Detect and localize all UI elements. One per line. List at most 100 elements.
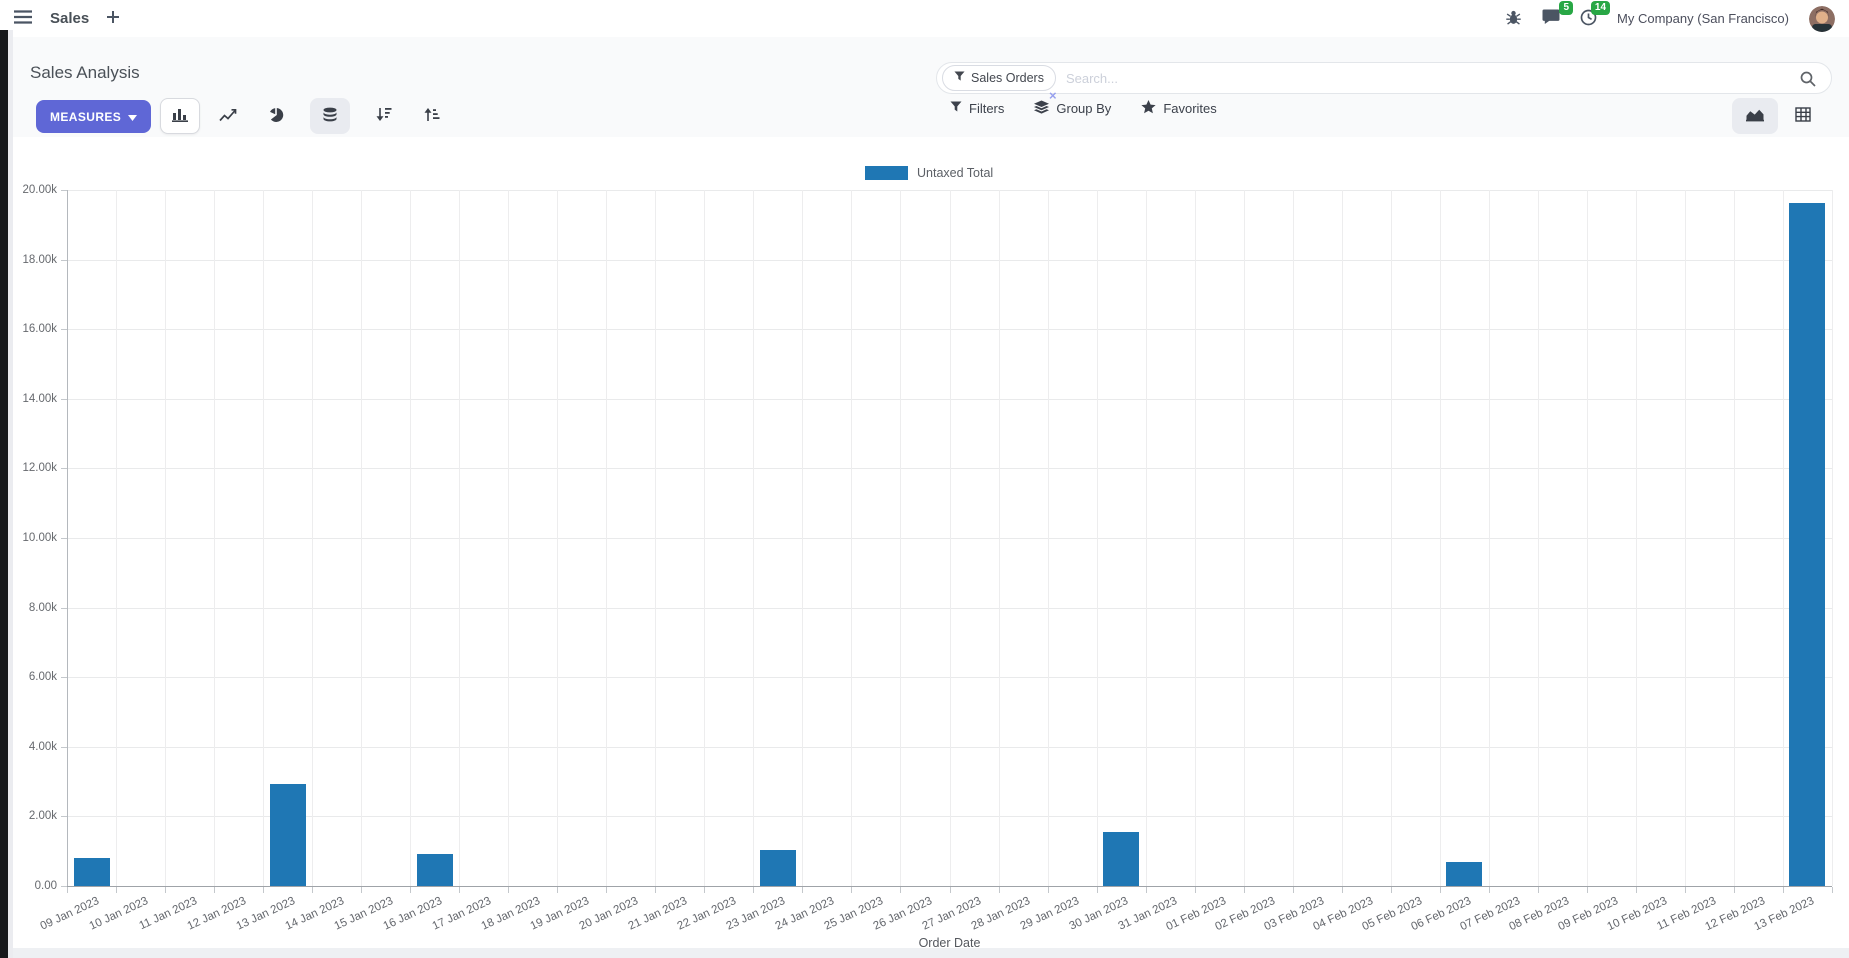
y-tick-label: 20.00k [22, 184, 57, 196]
caret-down-icon [128, 110, 138, 124]
x-tick-mark [1292, 887, 1294, 893]
v-gridline [459, 190, 461, 886]
line-chart-button[interactable] [208, 98, 248, 134]
x-tick-mark [1243, 887, 1245, 893]
bar-chart-button[interactable] [160, 98, 200, 134]
funnel-icon [954, 71, 965, 85]
line-chart-icon [219, 108, 237, 125]
messages-button[interactable]: 5 [1542, 1, 1574, 28]
y-tick-label: 12.00k [22, 462, 57, 475]
debug-menu-button[interactable] [1505, 9, 1522, 29]
pivot-table-icon [1795, 107, 1811, 125]
left-screen-edge [0, 30, 8, 958]
view-switcher [1732, 98, 1823, 134]
graph-view-button[interactable] [1732, 98, 1778, 134]
sort-ascending-button[interactable] [412, 98, 452, 134]
x-tick-mark [214, 887, 216, 893]
x-tick-mark [1537, 887, 1539, 893]
group-by-button[interactable]: Group By [1034, 100, 1111, 117]
legend[interactable]: Untaxed Total [865, 166, 993, 180]
y-tick-label: 2.00k [28, 810, 57, 823]
user-avatar[interactable] [1809, 5, 1835, 32]
v-gridline [753, 190, 755, 886]
y-tick-mark [61, 816, 67, 818]
v-gridline [1243, 190, 1245, 886]
y-tick-label: 10.00k [22, 532, 57, 544]
bar[interactable] [759, 849, 796, 886]
sort-descending-button[interactable] [364, 98, 404, 134]
v-gridline [1733, 190, 1735, 886]
v-gridline [1684, 190, 1686, 886]
y-tick-label: 16.00k [22, 323, 57, 336]
v-gridline [1096, 190, 1098, 886]
y-tick-label: 6.00k [28, 671, 57, 684]
x-tick-mark [1733, 887, 1735, 893]
app-brand[interactable]: Sales [50, 10, 90, 27]
bar-chart-plot: 0.00 2.00k 4.00k 6.00k 8.00k 10.00k 12.00k 14.0… [0, 137, 1849, 948]
sort-ascending-icon [424, 107, 440, 125]
company-name[interactable]: My Company (San Francisco) [1617, 11, 1789, 26]
area-chart-icon [1745, 107, 1765, 125]
x-tick-mark [1047, 887, 1049, 893]
bar[interactable] [269, 784, 306, 886]
y-tick-label: 14.00k [22, 392, 57, 405]
v-gridline [606, 190, 608, 886]
measures-button[interactable]: MEASURES [36, 100, 152, 133]
x-tick-mark [802, 887, 804, 893]
y-tick-mark [61, 398, 67, 400]
y-axis-line [67, 190, 68, 886]
x-tick-mark [1341, 887, 1343, 893]
bar[interactable] [1789, 202, 1826, 886]
v-gridline [214, 190, 216, 886]
legend-label: Untaxed Total [917, 166, 994, 180]
v-gridline [1341, 190, 1343, 886]
x-tick-mark [949, 887, 951, 893]
y-tick-mark [61, 538, 67, 539]
x-tick-mark [1635, 887, 1637, 893]
filters-button[interactable]: Filters [950, 101, 1004, 116]
v-gridline [1782, 190, 1784, 886]
search-input[interactable] [1063, 69, 1791, 87]
x-tick-mark [1488, 887, 1490, 893]
x-tick-mark [312, 887, 314, 893]
search-bar[interactable]: Sales Orders × [936, 62, 1832, 102]
x-tick-mark [361, 887, 363, 893]
left-screen-edge-light [8, 30, 13, 958]
v-gridline [410, 190, 412, 886]
activities-button[interactable]: 14 [1580, 0, 1611, 29]
facet-remove-icon[interactable]: × [1049, 88, 1057, 103]
v-gridline [361, 190, 363, 886]
pivot-view-button[interactable] [1783, 98, 1823, 134]
v-gridline [1390, 190, 1392, 886]
pie-chart-button[interactable] [256, 98, 296, 134]
bar[interactable] [73, 858, 110, 886]
plus-button[interactable] [107, 11, 120, 26]
search-facet-sales-orders[interactable]: Sales Orders [942, 65, 1056, 91]
search-icon [1800, 71, 1816, 92]
apps-menu-toggle-button[interactable] [14, 10, 32, 27]
x-tick-mark [606, 887, 608, 893]
bar[interactable] [1446, 861, 1483, 886]
bar[interactable] [416, 853, 453, 886]
measures-label: MEASURES [50, 109, 122, 124]
x-tick-mark [1439, 887, 1441, 893]
layers-icon [1034, 100, 1050, 117]
legend-swatch [865, 166, 908, 180]
x-tick-mark [1096, 887, 1098, 893]
stacked-toggle-button[interactable] [310, 98, 350, 134]
v-gridline [1488, 190, 1490, 886]
v-gridline [165, 190, 167, 886]
x-tick-mark [410, 887, 412, 893]
horizontal-scrollbar[interactable] [13, 948, 1849, 958]
y-tick-mark [61, 468, 67, 470]
x-axis-title: Order Date [918, 936, 981, 950]
favorites-button[interactable]: Favorites [1141, 100, 1217, 117]
bar[interactable] [1103, 831, 1140, 886]
star-icon [1141, 100, 1156, 117]
v-gridline [1439, 190, 1441, 886]
group-by-label: Group By [1056, 101, 1112, 116]
x-tick-mark [557, 887, 559, 893]
x-tick-mark [655, 887, 657, 893]
top-navbar: Sales 5 1 [0, 0, 1849, 37]
